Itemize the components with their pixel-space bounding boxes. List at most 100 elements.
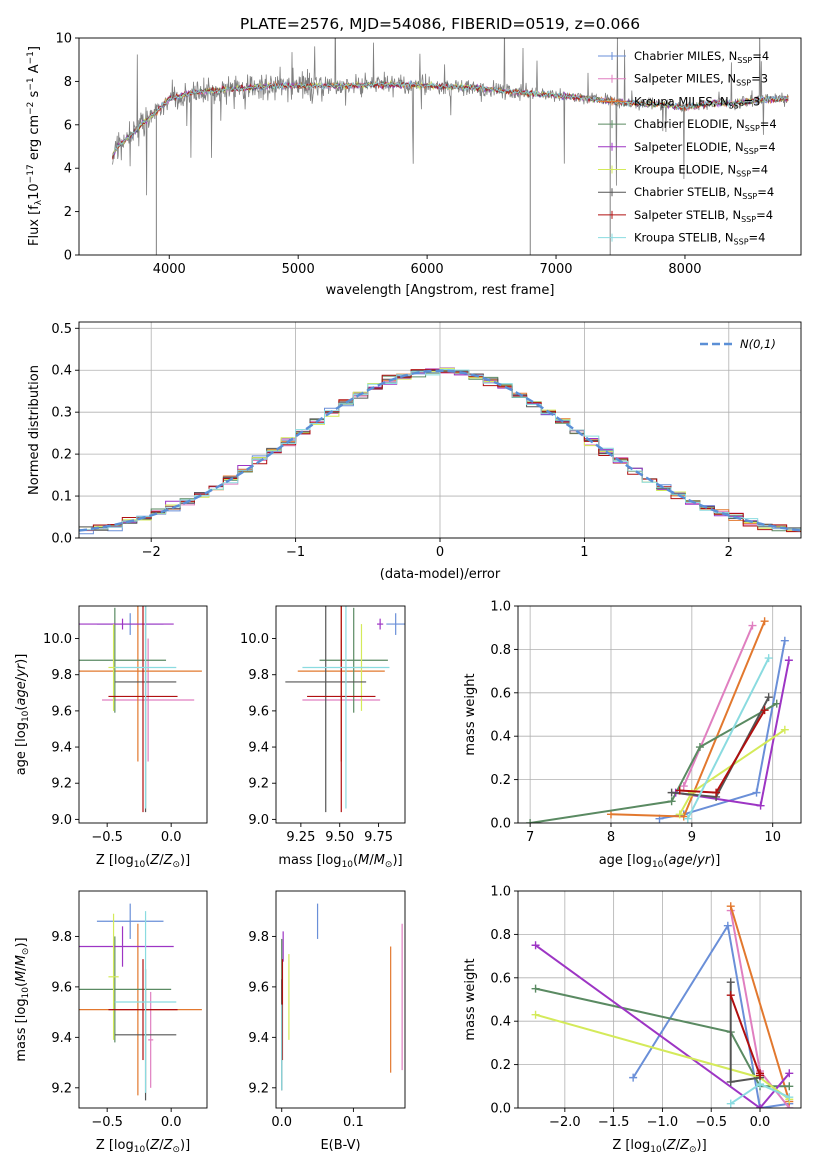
x-tick-label: −1.0 [647, 1115, 679, 1130]
y-tick-label: 9.4 [248, 1031, 269, 1046]
y-tick-label: 0.4 [490, 1015, 511, 1030]
y-tick-label: 9.8 [51, 668, 72, 683]
y-tick-label: 0.3 [51, 406, 72, 421]
x-tick-label: −2.0 [549, 1115, 581, 1130]
y-tick-label: 0.6 [490, 971, 511, 986]
x-tick-label: 0.0 [750, 1115, 771, 1130]
y-tick-label: 9.2 [248, 1081, 269, 1096]
x-axis-label: E(B-V) [320, 1138, 360, 1153]
y-tick-label: 1.0 [490, 600, 511, 615]
y-axis-label: age [log10(age/yr)] [14, 654, 31, 776]
axes-frame [517, 605, 802, 824]
y-tick-label: 0.0 [51, 532, 72, 547]
weight-marker [764, 693, 773, 702]
legend-label: N(0,1) [740, 337, 776, 351]
x-tick-label: −0.5 [91, 830, 123, 845]
weight-marker [780, 636, 789, 645]
x-tick-label: 7 [526, 830, 534, 845]
x-axis-label: Z [log10(Z/Z⊙)] [96, 853, 190, 870]
y-axis-label: mass weight [463, 958, 478, 1040]
y-tick-label: 9.8 [248, 668, 269, 683]
legend-label: Chabrier MILES, NSSP=4 [634, 49, 769, 65]
axes-frame [517, 890, 802, 1109]
weight-marker [756, 801, 765, 810]
weight-marker [764, 654, 773, 663]
weight-marker [695, 743, 704, 752]
weight-marker [531, 941, 540, 950]
legend-label: Salpeter MILES, NSSP=3 [634, 72, 768, 88]
weight-marker [748, 621, 757, 630]
y-tick-label: 9.0 [51, 813, 72, 828]
weight-series-line [682, 625, 754, 787]
age-vs-mass-panel: 9.25 9.50 9.75 9.0 9.2 9.4 9.6 9.8 10.0 mass [log… [240, 605, 406, 870]
axes-frame [275, 605, 406, 824]
x-tick-label: 10 [764, 830, 781, 845]
weight-marker [679, 782, 688, 791]
weight-marker [726, 1077, 735, 1086]
weight-marker [726, 902, 735, 911]
weight-marker [712, 788, 721, 797]
weight-marker [726, 1099, 735, 1108]
y-tick-label: 0.2 [51, 448, 72, 463]
plot-area [281, 903, 403, 1091]
weight-marker [531, 984, 540, 993]
y-tick-label: 9.4 [51, 741, 72, 756]
weight-series-line [729, 982, 761, 1084]
y-tick-label: 10.0 [43, 632, 72, 647]
x-tick-label: −2 [142, 545, 161, 560]
plot-area [112, 38, 789, 255]
weight-series-line [632, 922, 790, 1108]
weight-marker [606, 810, 615, 819]
weight-marker [531, 1010, 540, 1019]
residual-histogram-panel: −2 −1 0 1 2 0.0 0.1 0.2 0.3 0.4 0.5 (data-model)/er… [27, 321, 802, 582]
plot-area [79, 367, 801, 537]
weight-marker [675, 786, 684, 795]
weight-marker [679, 812, 688, 821]
y-tick-label: 0.2 [490, 773, 511, 788]
y-tick-label: 9.4 [51, 1031, 72, 1046]
weight-series-line [535, 987, 790, 1088]
x-tick-label: 9.25 [286, 830, 315, 845]
weight-marker [683, 814, 692, 823]
weight-marker [756, 1104, 765, 1108]
x-tick-label: 0 [436, 545, 444, 560]
weight-marker [785, 1093, 794, 1102]
weight-marker [526, 819, 535, 823]
y-tick-label: 9.2 [248, 777, 269, 792]
axes-frame [275, 890, 406, 1109]
y-tick-label: 0.4 [51, 364, 72, 379]
x-tick-label: 9.50 [325, 830, 354, 845]
y-tick-label: 9.6 [51, 704, 72, 719]
legend-label: Chabrier ELODIE, NSSP=4 [634, 117, 777, 133]
weight-marker [752, 788, 761, 797]
x-axis-label: (data-model)/error [380, 567, 501, 582]
weight-marker [726, 978, 735, 987]
spectrum-panel: 4000 5000 6000 7000 8000 0 2 4 6 8 10 wavelength [A… [26, 32, 802, 298]
y-tick-label: 9.8 [51, 930, 72, 945]
weight-marker [629, 1073, 638, 1082]
y-tick-label: 0.2 [490, 1058, 511, 1073]
y-tick-label: 0.6 [490, 686, 511, 701]
y-tick-label: 10 [55, 32, 72, 47]
weight-marker [723, 921, 732, 930]
legend-label: Salpeter STELIB, NSSP=4 [634, 208, 773, 224]
weight-marker [760, 706, 769, 715]
x-tick-label: 8000 [668, 262, 701, 277]
plot-area [531, 902, 794, 1108]
x-axis-label: age [log10(age/yr)] [599, 853, 721, 870]
y-tick-label: 0.0 [490, 1102, 511, 1117]
y-tick-label: 8 [64, 75, 72, 90]
weight-marker [675, 810, 684, 819]
x-tick-label: 6000 [411, 262, 444, 277]
y-tick-label: 9.6 [51, 980, 72, 995]
weight-series-line [729, 905, 791, 1102]
x-tick-label: −1.5 [598, 1115, 630, 1130]
x-tick-label: 8 [607, 830, 615, 845]
x-tick-label: −1 [286, 545, 305, 560]
y-axis-label: mass [log10(M/M⊙)] [14, 937, 31, 1061]
x-tick-label: 0.1 [343, 1115, 364, 1130]
y-axis-label: mass weight [463, 673, 478, 755]
x-tick-label: 2 [725, 545, 733, 560]
x-tick-label: −0.5 [695, 1115, 727, 1130]
weight-marker [726, 991, 735, 1000]
